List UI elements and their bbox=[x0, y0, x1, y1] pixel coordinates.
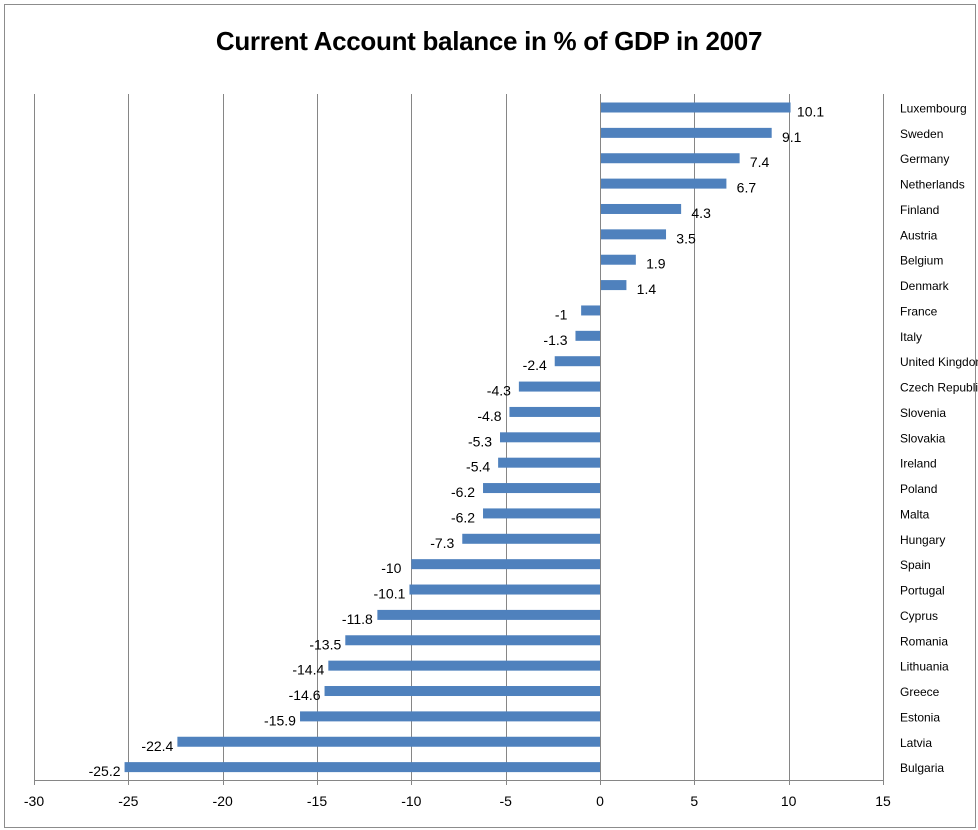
category-label: United Kingdom bbox=[900, 355, 978, 369]
category-label: Ireland bbox=[900, 457, 937, 471]
x-axis: -30 -25 -20 -15 -10 -5 0 5 10 15 bbox=[24, 94, 891, 809]
x-tick-label: -30 bbox=[24, 793, 44, 809]
category-label: Luxembourg bbox=[900, 102, 967, 116]
category-label: Italy bbox=[900, 330, 922, 344]
category-label: Slovenia bbox=[900, 406, 946, 420]
data-label: 3.5 bbox=[676, 230, 696, 246]
data-label: -10 bbox=[381, 560, 401, 576]
category-label: Belgium bbox=[900, 254, 943, 268]
data-label: -1 bbox=[555, 306, 568, 322]
category-label: Finland bbox=[900, 203, 939, 217]
x-tick-label: 10 bbox=[781, 793, 797, 809]
x-tick-label: -10 bbox=[401, 793, 421, 809]
category-label: Netherlands bbox=[900, 178, 965, 192]
data-label: 4.3 bbox=[691, 205, 711, 221]
bar bbox=[600, 153, 740, 164]
bar bbox=[409, 584, 600, 595]
grid-lines bbox=[34, 94, 884, 780]
data-label: -13.5 bbox=[309, 636, 341, 652]
bar bbox=[600, 178, 727, 189]
data-label: -6.2 bbox=[451, 484, 475, 500]
bar bbox=[328, 660, 600, 671]
bar bbox=[575, 330, 600, 341]
category-label: Slovakia bbox=[900, 431, 946, 445]
data-label: -10.1 bbox=[373, 586, 405, 602]
data-label: 6.7 bbox=[737, 180, 757, 196]
category-label: Poland bbox=[900, 482, 937, 496]
data-label: -7.3 bbox=[430, 535, 454, 551]
category-label: Austria bbox=[900, 228, 938, 242]
data-label: -14.6 bbox=[289, 687, 321, 703]
bar bbox=[600, 280, 627, 291]
bar bbox=[377, 609, 600, 620]
data-label: 7.4 bbox=[750, 154, 770, 170]
data-label: -4.8 bbox=[477, 408, 501, 424]
chart-title: Current Account balance in % of GDP in 2… bbox=[215, 26, 763, 56]
category-label: Denmark bbox=[900, 279, 950, 293]
category-label: Sweden bbox=[900, 127, 943, 141]
bar bbox=[324, 686, 600, 697]
category-label: Greece bbox=[900, 685, 940, 699]
bar bbox=[600, 203, 682, 214]
category-label: Spain bbox=[900, 558, 931, 572]
category-label: Malta bbox=[900, 507, 930, 521]
x-tick-label: 0 bbox=[596, 793, 604, 809]
bar bbox=[600, 254, 636, 265]
x-tick-label: -15 bbox=[307, 793, 327, 809]
bar bbox=[483, 483, 600, 494]
bar bbox=[600, 229, 667, 240]
x-tick-label: -20 bbox=[213, 793, 233, 809]
bar bbox=[300, 711, 600, 722]
data-label: -5.3 bbox=[468, 433, 492, 449]
category-label: Germany bbox=[900, 152, 949, 166]
data-label: 10.1 bbox=[797, 104, 824, 120]
data-label: -14.4 bbox=[292, 662, 324, 678]
bar bbox=[462, 533, 600, 544]
category-label: Czech Republic bbox=[900, 381, 978, 395]
data-label: -4.3 bbox=[487, 383, 511, 399]
x-tick-label: -25 bbox=[118, 793, 138, 809]
category-label: Romania bbox=[900, 634, 948, 648]
data-label: -5.4 bbox=[466, 459, 490, 475]
bar bbox=[600, 127, 772, 138]
category-label: France bbox=[900, 304, 938, 318]
data-label: 1.4 bbox=[637, 281, 657, 297]
bar bbox=[581, 305, 600, 316]
data-labels: 10.1 9.1 7.4 6.7 4.3 3.5 1.9 1.4 -1 -1.3 -2.4 -4.3 -… bbox=[89, 104, 825, 780]
data-label: -22.4 bbox=[141, 738, 173, 754]
category-label: Cyprus bbox=[900, 609, 938, 623]
bar bbox=[177, 736, 601, 747]
bar bbox=[483, 508, 600, 519]
bar bbox=[124, 762, 600, 773]
bars bbox=[124, 102, 791, 773]
data-label: -15.9 bbox=[264, 712, 296, 728]
data-label: 9.1 bbox=[782, 129, 802, 145]
bar bbox=[345, 635, 600, 646]
category-label: Hungary bbox=[900, 533, 945, 547]
bar bbox=[554, 356, 600, 367]
bar bbox=[500, 432, 600, 443]
category-label: Bulgaria bbox=[900, 761, 944, 775]
data-label: -6.2 bbox=[451, 509, 475, 525]
category-label: Latvia bbox=[900, 736, 932, 750]
data-label: -1.3 bbox=[543, 332, 567, 348]
data-label: -2.4 bbox=[523, 357, 547, 373]
bar bbox=[498, 457, 600, 468]
bar bbox=[600, 102, 791, 113]
bar bbox=[518, 381, 600, 392]
category-label: Portugal bbox=[900, 584, 945, 598]
category-label: Estonia bbox=[900, 710, 940, 724]
x-tick-label: 15 bbox=[875, 793, 891, 809]
data-label: 1.9 bbox=[646, 256, 666, 272]
data-label: -11.8 bbox=[342, 611, 373, 627]
x-tick-label: -5 bbox=[499, 793, 512, 809]
bar bbox=[411, 559, 600, 570]
category-labels: Luxembourg Sweden Germany Netherlands Finlan… bbox=[900, 102, 978, 776]
bar bbox=[509, 406, 600, 417]
data-label: -25.2 bbox=[89, 763, 121, 779]
category-label: Lithuania bbox=[900, 660, 949, 674]
x-tick-label: 5 bbox=[690, 793, 698, 809]
